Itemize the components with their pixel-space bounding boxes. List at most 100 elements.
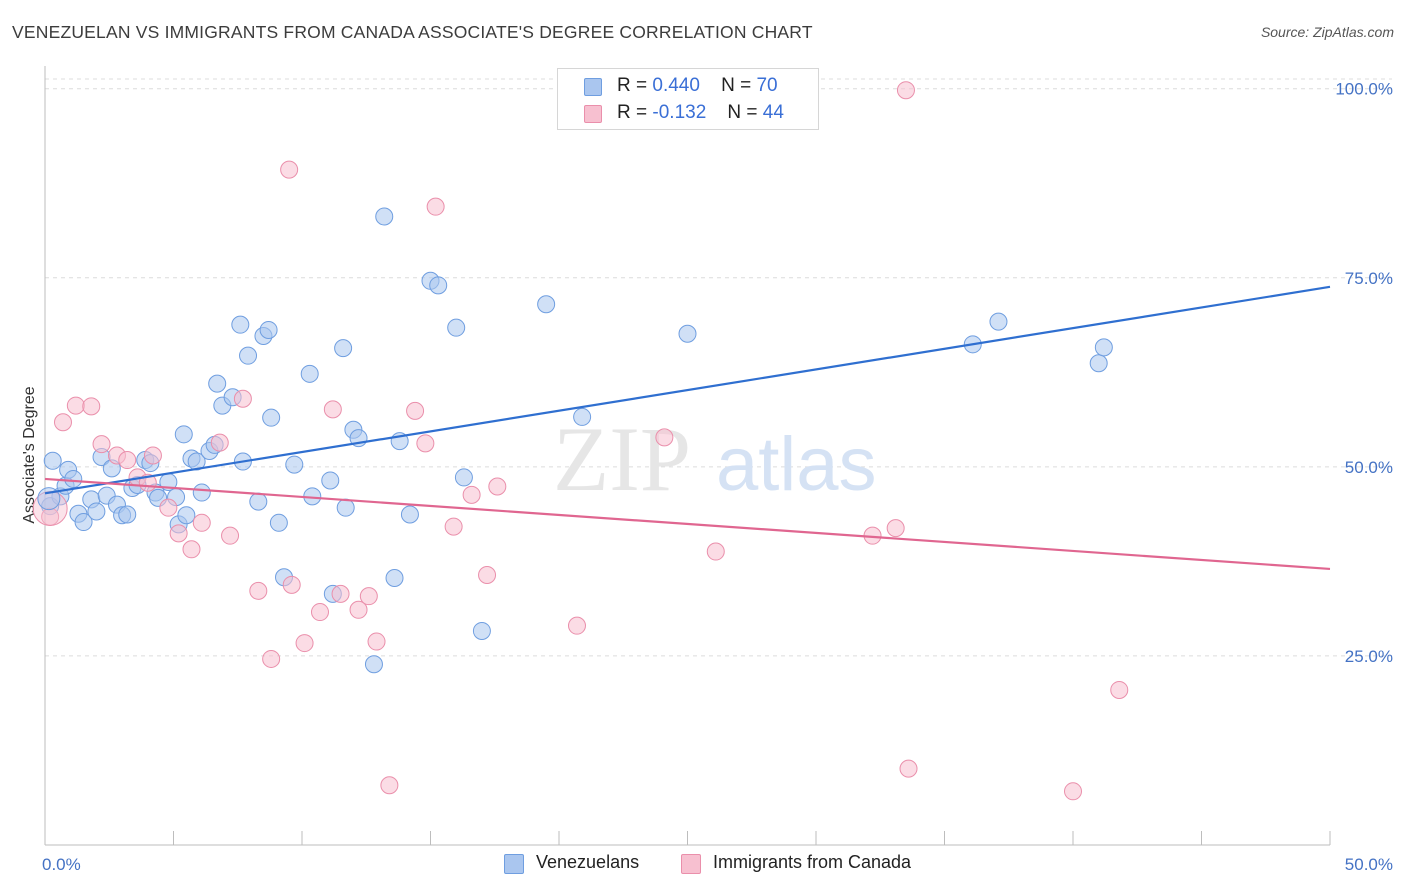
correlation-legend: R = 0.440 N = 70 R = -0.132 N = 44 <box>557 68 819 130</box>
venezuelan-point <box>537 295 556 314</box>
canada-point <box>1064 782 1082 801</box>
legend-r-label: R = <box>617 75 648 96</box>
canada-point <box>367 632 386 651</box>
venezuelan-point <box>334 339 353 358</box>
canada-point <box>280 160 299 179</box>
source-credit: Source: ZipAtlas.com <box>1260 24 1394 40</box>
legend-n-value: 44 <box>762 102 784 123</box>
venezuelan-point <box>192 483 211 502</box>
venezuelan-point <box>447 318 466 337</box>
canada-point <box>210 433 229 452</box>
canada-point <box>380 776 399 795</box>
legend-r-value: -0.132 <box>652 102 707 123</box>
venezuelan-point <box>269 513 288 532</box>
venezuelan-point <box>573 407 592 426</box>
venezuelan-point <box>259 320 278 339</box>
canada-point <box>249 581 268 600</box>
trend-lines <box>44 285 1331 571</box>
watermark-atlas: atlas <box>716 422 877 507</box>
venezuelan-point <box>64 469 83 488</box>
venezuelan-point <box>472 621 491 640</box>
canada-point <box>488 477 507 496</box>
canada-point <box>349 600 368 619</box>
venezuelan-point <box>1089 354 1108 373</box>
venezuelan-point <box>454 468 473 487</box>
legend-r-value: 0.440 <box>652 75 700 96</box>
legend-r-label: R = <box>617 102 648 123</box>
canada-point <box>118 451 137 470</box>
canada-point <box>295 634 314 653</box>
canada-point <box>1110 680 1129 699</box>
venezuelan-point <box>118 505 137 524</box>
venezuelan-point <box>300 364 319 383</box>
legend-swatch-venezuelans <box>584 78 602 96</box>
canada-point <box>444 517 463 536</box>
axes <box>44 66 1331 846</box>
bottom-legend-label-canada: Immigrants from Canada <box>713 852 912 872</box>
canada-point <box>462 485 481 504</box>
canada-point <box>53 413 72 432</box>
canada-point <box>66 396 85 415</box>
canada-point <box>159 498 178 517</box>
canada-point <box>221 526 240 545</box>
canada-point <box>92 435 111 454</box>
venezuelan-point <box>285 455 304 474</box>
venezuelan-point <box>385 569 404 588</box>
canada-point <box>655 428 674 447</box>
y-tick-label: 100.0% <box>1335 80 1393 99</box>
canada-point <box>262 649 281 668</box>
canada-point <box>282 575 301 594</box>
canada-point <box>82 397 101 416</box>
venezuelan-point <box>429 276 448 295</box>
canada-point <box>416 434 435 453</box>
venezuelan-trend-line <box>44 285 1331 495</box>
venezuelan-point <box>74 513 93 532</box>
y-axis-label: Associate's Degree <box>21 386 38 523</box>
venezuelan-point <box>43 451 62 470</box>
venezuelan-point <box>364 655 383 674</box>
venezuelan-point <box>678 324 697 343</box>
canada-point <box>192 513 211 532</box>
legend-n-label: N = <box>727 102 758 123</box>
venezuelan-point <box>174 425 193 444</box>
venezuelan-point <box>989 312 1008 331</box>
venezuelan-point <box>336 498 355 517</box>
legend-n-value: 70 <box>756 75 778 96</box>
y-tick-label: 50.0% <box>1345 458 1393 477</box>
venezuelan-point <box>400 505 419 524</box>
venezuelan-point <box>239 346 258 365</box>
canada-point <box>143 446 162 465</box>
venezuelan-point <box>321 471 340 490</box>
canada-point <box>567 616 586 635</box>
legend-n-label: N = <box>721 75 752 96</box>
venezuelan-point <box>208 374 227 393</box>
x-tick-label: 0.0% <box>42 855 81 874</box>
y-tick-label: 25.0% <box>1345 647 1393 666</box>
canada-point <box>478 565 497 584</box>
venezuelan-point <box>249 492 268 511</box>
venezuelan-point <box>262 408 281 427</box>
y-tick-label: 75.0% <box>1345 269 1393 288</box>
venezuelan-point <box>375 207 394 226</box>
y-tick-labels: 25.0% 50.0% 75.0% 100.0% <box>1335 80 1393 666</box>
venezuelan-point <box>177 506 196 525</box>
canada-point <box>169 524 188 543</box>
canada-point <box>706 542 725 561</box>
venezuelan-point <box>1094 338 1113 357</box>
venezuelan-point <box>231 315 250 334</box>
bottom-legend-label-venezuelans: Venezuelans <box>536 852 640 872</box>
canada-point <box>426 197 445 216</box>
canada-point <box>886 519 905 538</box>
chart-title: VENEZUELAN VS IMMIGRANTS FROM CANADA ASS… <box>12 22 813 42</box>
bottom-legend-swatch-canada <box>681 854 701 874</box>
canada-point <box>359 587 378 606</box>
x-tick-label: 50.0% <box>1345 855 1393 874</box>
canada-point <box>896 81 915 100</box>
grid-lines <box>45 78 1392 657</box>
venezuelan-point <box>37 487 61 511</box>
canada-point <box>233 389 252 408</box>
canada-point <box>331 584 350 603</box>
x-tick-labels: 0.0% 50.0% <box>42 855 1393 874</box>
venezuelan-point <box>87 502 106 521</box>
